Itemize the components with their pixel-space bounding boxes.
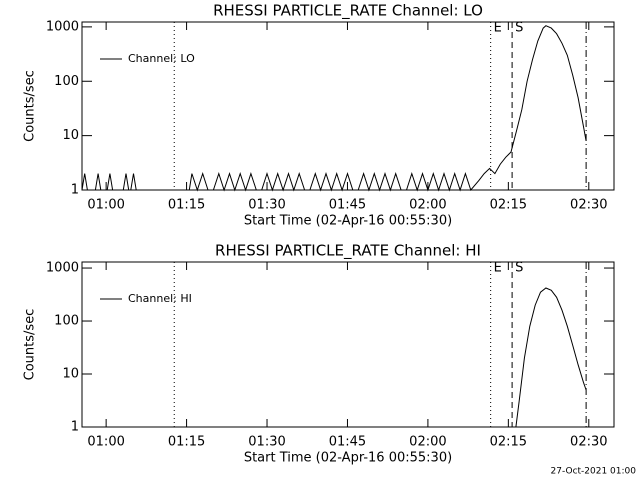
x-tick-label: 01:30	[248, 198, 285, 213]
y-tick-label: 1000	[46, 261, 79, 276]
y-tick-label: 100	[54, 74, 79, 89]
marker-label: S	[515, 261, 523, 276]
x-tick-label: 01:30	[248, 435, 285, 450]
y-tick-label: 10	[62, 128, 79, 143]
x-tick-label: 02:30	[570, 435, 607, 450]
plot-frame	[81, 261, 615, 428]
y-tick-label: 100	[54, 314, 79, 329]
x-tick-label: 01:00	[87, 435, 124, 450]
chart-title: RHESSI PARTICLE_RATE Channel: HI	[215, 242, 481, 261]
x-tick-label: 02:00	[409, 435, 446, 450]
data-line	[81, 25, 587, 192]
plot-frame	[81, 21, 615, 191]
x-tick-label: 02:30	[570, 198, 607, 213]
x-axis-label: Start Time (02-Apr-16 00:55:30)	[244, 214, 452, 229]
legend-label: Channel: HI	[128, 292, 192, 305]
legend-label: Channel: LO	[128, 52, 195, 65]
x-tick-label: 01:00	[87, 198, 124, 213]
x-tick-label: 01:45	[329, 198, 366, 213]
y-axis-label: Counts/sec	[23, 309, 38, 381]
x-tick-label: 01:45	[329, 435, 366, 450]
marker-label: E	[494, 21, 502, 36]
y-tick-label: 1	[71, 420, 79, 435]
x-tick-label: 02:00	[409, 198, 446, 213]
x-tick-label: 02:15	[490, 198, 527, 213]
marker-label: S	[515, 21, 523, 36]
data-line	[515, 287, 587, 428]
x-axis-label: Start Time (02-Apr-16 00:55:30)	[244, 451, 452, 466]
footer: 27-Oct-2021 01:00	[551, 467, 637, 477]
x-tick-label: 01:15	[168, 435, 205, 450]
y-tick-label: 1000	[46, 19, 79, 34]
marker-label: E	[494, 261, 502, 276]
y-tick-label: 10	[62, 367, 79, 382]
y-tick-label: 1	[71, 183, 79, 198]
chart-title: RHESSI PARTICLE_RATE Channel: LO	[213, 2, 483, 21]
x-tick-label: 01:15	[168, 198, 205, 213]
x-tick-label: 02:15	[490, 435, 527, 450]
y-axis-label: Counts/sec	[23, 70, 38, 142]
